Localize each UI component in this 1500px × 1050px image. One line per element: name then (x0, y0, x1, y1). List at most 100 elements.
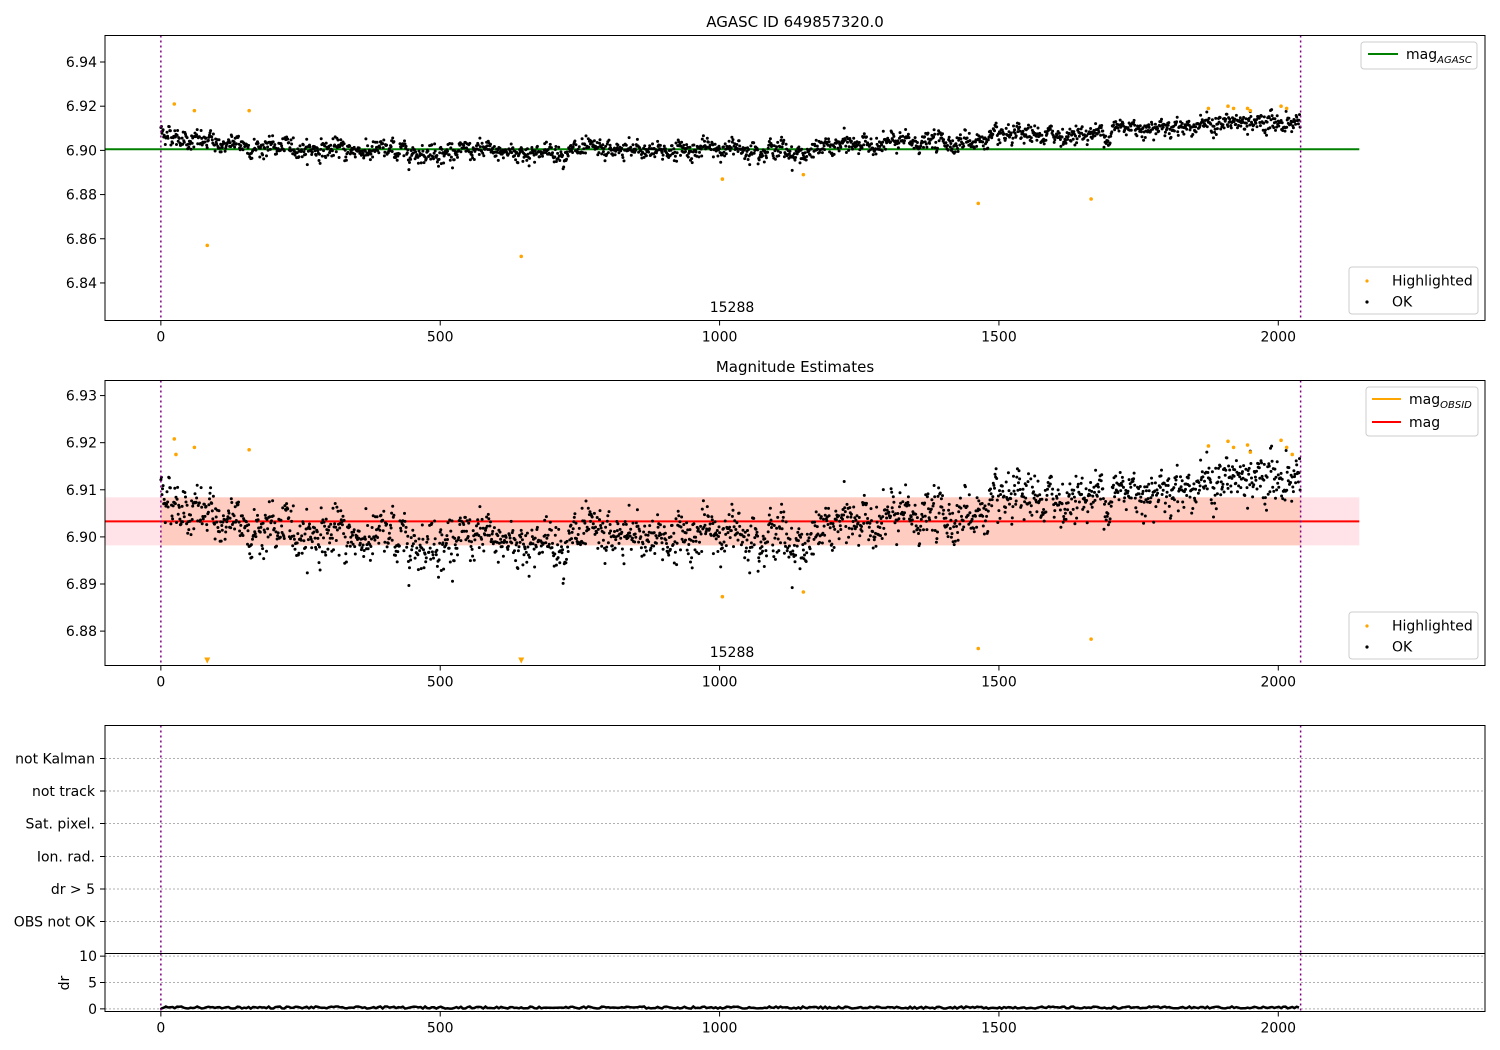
ok-point (399, 146, 403, 150)
ok-point (1275, 114, 1279, 118)
ok-point (392, 140, 396, 144)
ok-point (1277, 124, 1281, 128)
ok-point (305, 571, 309, 575)
ok-point (509, 142, 513, 146)
ok-point (564, 561, 568, 565)
ok-point (962, 144, 966, 148)
ok-point (1072, 130, 1076, 134)
ok-point (944, 516, 948, 520)
ok-point (346, 541, 350, 544)
ok-point (435, 564, 439, 568)
ok-point (1151, 493, 1155, 497)
ok-point (1094, 122, 1098, 126)
ok-point (765, 554, 768, 558)
ok-point (230, 135, 234, 138)
ok-point (796, 530, 800, 534)
ok-point (871, 153, 875, 157)
ok-point (1080, 476, 1084, 480)
ok-point (679, 525, 683, 529)
ok-point (1076, 127, 1080, 131)
ok-point (286, 137, 290, 141)
ok-point (618, 527, 622, 531)
ok-point (885, 516, 889, 520)
ok-point (904, 483, 908, 487)
ok-point (1194, 500, 1198, 504)
ok-point (1097, 130, 1101, 134)
ok-point (1176, 130, 1180, 134)
ok-point (653, 155, 657, 159)
ok-point (996, 143, 1000, 146)
ok-point (925, 145, 929, 149)
ok-point (985, 514, 989, 518)
ok-point (295, 541, 299, 545)
ok-point (822, 524, 826, 528)
ok-point (1028, 510, 1032, 514)
ok-point (1172, 486, 1176, 490)
ok-point (685, 143, 689, 147)
ok-point (1085, 499, 1089, 502)
ok-point (1167, 504, 1171, 508)
ok-point (834, 518, 838, 522)
ok-point (437, 164, 440, 168)
ok-point (862, 132, 866, 136)
ok-point (607, 510, 611, 514)
ok-point (239, 523, 243, 527)
ok-point (1141, 492, 1144, 496)
ok-point (1247, 117, 1251, 120)
ok-point (868, 521, 872, 525)
ok-point (331, 137, 335, 141)
ok-point (603, 562, 607, 565)
ok-point (558, 549, 562, 553)
ok-point (633, 532, 637, 536)
ok-point (787, 544, 791, 548)
ok-point (1291, 126, 1295, 130)
ok-point (598, 518, 601, 522)
ok-point (1024, 496, 1028, 500)
ok-point (332, 548, 335, 552)
ok-point (727, 513, 731, 517)
ok-point (731, 508, 735, 512)
ok-point (949, 535, 953, 539)
ok-point (1075, 506, 1079, 510)
ok-point (985, 140, 989, 144)
ok-point (1222, 490, 1226, 494)
ok-point (838, 524, 842, 528)
ok-point (928, 518, 932, 522)
ok-point (229, 526, 233, 530)
ok-point (1203, 479, 1206, 483)
ok-point (382, 154, 386, 158)
ok-point (1244, 467, 1248, 471)
ok-point (335, 505, 339, 509)
ok-point (1133, 483, 1137, 487)
ok-point (682, 523, 686, 526)
ok-point (793, 158, 797, 162)
ok-point (182, 140, 186, 144)
ok-point (1294, 459, 1298, 463)
ok-point (917, 532, 920, 535)
ok-point (263, 530, 267, 534)
ok-point (378, 528, 382, 532)
ok-point (941, 512, 945, 516)
ok-point (489, 142, 492, 146)
ok-point (195, 483, 199, 487)
ok-point (319, 533, 323, 537)
ok-point (730, 514, 734, 518)
ok-point (544, 140, 548, 144)
ok-point (626, 536, 630, 540)
ok-point (752, 543, 756, 547)
ok-point (995, 125, 999, 129)
ok-point (597, 151, 601, 155)
ok-point (1102, 527, 1106, 531)
ok-point (832, 525, 836, 528)
ok-point (781, 519, 785, 523)
ok-point (1297, 118, 1301, 122)
ok-point (684, 538, 687, 542)
ok-point (1260, 474, 1264, 478)
ok-point (773, 557, 777, 561)
ok-point (320, 550, 324, 554)
ok-point (416, 568, 420, 572)
ok-point (519, 528, 523, 532)
ok-point (377, 151, 381, 155)
ok-point (470, 153, 474, 157)
ok-point (522, 155, 526, 159)
